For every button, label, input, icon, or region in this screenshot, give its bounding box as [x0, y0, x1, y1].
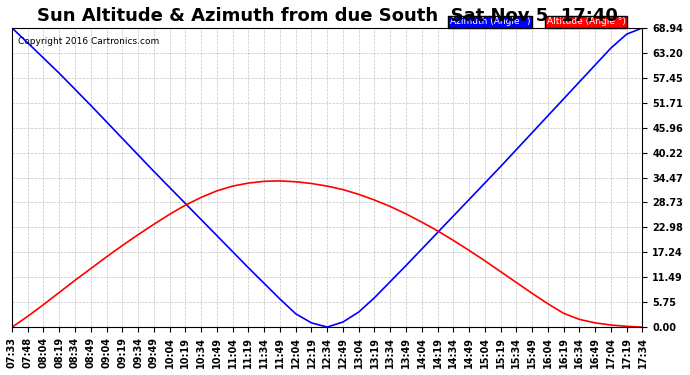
Text: Altitude (Angle °): Altitude (Angle °)	[546, 17, 626, 26]
Title: Sun Altitude & Azimuth from due South  Sat Nov 5  17:40: Sun Altitude & Azimuth from due South Sa…	[37, 7, 618, 25]
Text: Copyright 2016 Cartronics.com: Copyright 2016 Cartronics.com	[18, 37, 159, 46]
Text: Azimuth (Angle °): Azimuth (Angle °)	[450, 17, 531, 26]
